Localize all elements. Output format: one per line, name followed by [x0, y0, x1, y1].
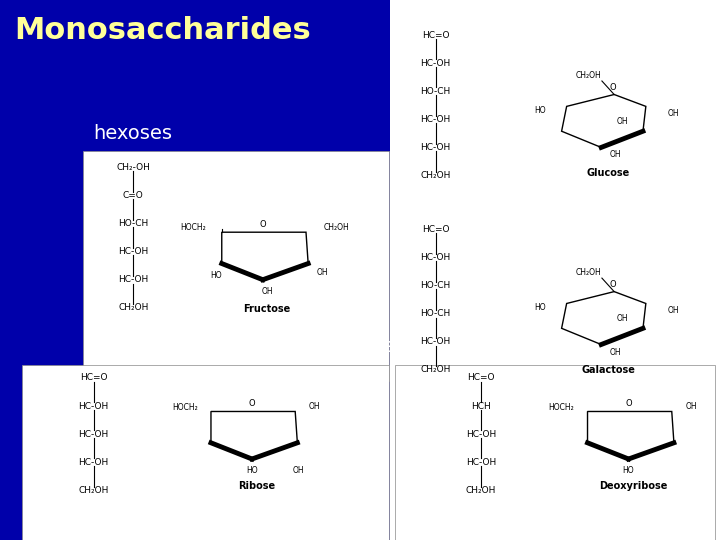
Text: HC-OH: HC-OH	[118, 247, 148, 256]
Text: O: O	[259, 220, 266, 228]
Text: CH₂OH: CH₂OH	[466, 486, 496, 495]
Text: Ribose: Ribose	[238, 481, 276, 491]
Text: OH: OH	[617, 314, 629, 323]
Text: HO: HO	[534, 303, 546, 312]
Text: HC-OH: HC-OH	[420, 59, 451, 68]
Text: CH₂OH: CH₂OH	[118, 303, 148, 312]
Text: HC-OH: HC-OH	[78, 458, 109, 467]
Bar	[395, 364, 715, 540]
Text: CH₂OH: CH₂OH	[78, 486, 109, 495]
Bar	[390, 0, 720, 540]
Text: HO: HO	[534, 106, 546, 115]
Text: CH₂OH: CH₂OH	[420, 366, 451, 374]
Text: OH: OH	[317, 268, 328, 277]
Text: CH₂OH: CH₂OH	[575, 71, 601, 79]
Text: O: O	[609, 83, 616, 92]
Text: HO: HO	[623, 467, 634, 475]
Text: O: O	[248, 399, 256, 408]
Text: HC-OH: HC-OH	[466, 458, 496, 467]
Text: O: O	[609, 280, 616, 289]
Text: HC-OH: HC-OH	[420, 143, 451, 152]
Text: HC-OH: HC-OH	[118, 275, 148, 284]
Text: HOCH₂: HOCH₂	[172, 403, 198, 411]
Text: OH: OH	[309, 402, 320, 410]
Text: Fructose: Fructose	[243, 304, 290, 314]
Text: HC=O: HC=O	[422, 31, 449, 39]
Text: OH: OH	[610, 151, 621, 159]
Text: Glucose: Glucose	[587, 168, 630, 178]
Text: hexoses: hexoses	[94, 124, 173, 143]
Text: HC-OH: HC-OH	[420, 253, 451, 262]
Text: CH₂OH: CH₂OH	[324, 224, 350, 232]
Text: HC=O: HC=O	[422, 225, 449, 234]
Text: HO-CH: HO-CH	[420, 309, 451, 318]
Text: Galactose: Galactose	[582, 365, 635, 375]
Text: OH: OH	[293, 467, 305, 475]
Text: O: O	[625, 399, 632, 408]
Text: HO-CH: HO-CH	[420, 87, 451, 96]
Text: HO-CH: HO-CH	[420, 281, 451, 290]
Text: HC=O: HC=O	[80, 374, 107, 382]
Text: OH: OH	[685, 402, 697, 410]
Polygon shape	[588, 411, 674, 459]
Polygon shape	[562, 292, 646, 345]
Text: CH₂OH: CH₂OH	[420, 171, 451, 180]
Polygon shape	[222, 232, 308, 280]
Text: HO: HO	[246, 467, 258, 475]
Text: CH₂OH: CH₂OH	[575, 268, 601, 276]
Polygon shape	[211, 411, 297, 459]
Text: HC-OH: HC-OH	[78, 402, 109, 410]
Text: OH: OH	[667, 109, 679, 118]
Text: HO: HO	[210, 271, 222, 280]
Text: HOCH₂: HOCH₂	[180, 224, 206, 232]
Text: HC-OH: HC-OH	[466, 430, 496, 438]
Text: C=O: C=O	[123, 191, 143, 200]
Text: HC-OH: HC-OH	[420, 338, 451, 346]
Text: HC=O: HC=O	[467, 374, 495, 382]
Text: HOCH₂: HOCH₂	[549, 403, 575, 411]
Bar	[22, 364, 389, 540]
Bar	[83, 151, 389, 381]
Text: OH: OH	[617, 117, 629, 126]
Text: HCH: HCH	[471, 402, 491, 410]
Text: HC-OH: HC-OH	[78, 430, 109, 438]
Text: OH: OH	[262, 287, 274, 296]
Text: OH: OH	[610, 348, 621, 356]
Text: HC-OH: HC-OH	[420, 115, 451, 124]
Text: pentoses: pentoses	[316, 338, 404, 356]
Text: HO-CH: HO-CH	[118, 219, 148, 228]
Text: Monosaccharides: Monosaccharides	[14, 16, 311, 45]
Polygon shape	[562, 94, 646, 147]
Text: Deoxyribose: Deoxyribose	[600, 481, 667, 491]
Text: OH: OH	[667, 306, 679, 315]
Text: CH₂-OH: CH₂-OH	[116, 163, 150, 172]
